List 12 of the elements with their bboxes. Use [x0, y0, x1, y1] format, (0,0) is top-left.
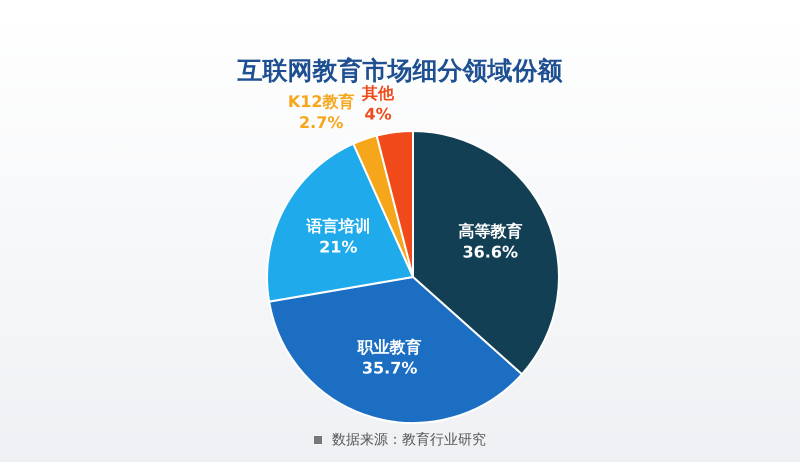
- data-label: 21%: [319, 237, 358, 256]
- data-label: 4%: [364, 104, 392, 124]
- source-note: 数据来源：教育行业研究: [332, 432, 486, 448]
- chart-title: 互联网教育市场细分领域份额: [236, 55, 564, 85]
- slice-label: 职业教育: [356, 338, 422, 357]
- slice-label: 高等教育: [458, 222, 522, 241]
- slice-label: 其他: [361, 84, 396, 103]
- slice-label: 语言培训: [305, 216, 370, 236]
- data-label: 2.7%: [298, 112, 344, 132]
- data-label: 35.7%: [362, 358, 418, 378]
- data-label: 36.6%: [462, 242, 518, 262]
- slice-label: K12教育: [288, 92, 355, 111]
